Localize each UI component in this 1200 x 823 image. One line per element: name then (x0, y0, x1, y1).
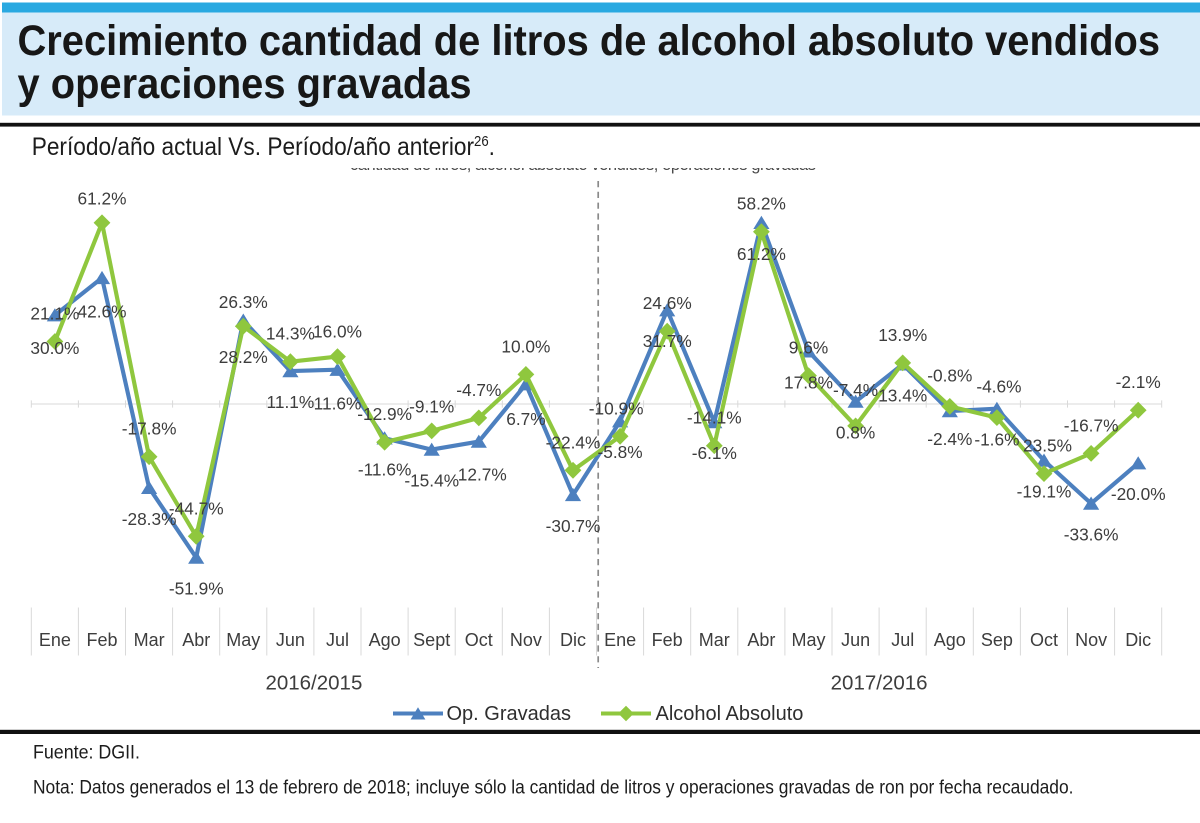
svg-text:Sept: Sept (413, 630, 450, 650)
svg-text:13.9%: 13.9% (878, 325, 927, 345)
svg-text:-1.6%: -1.6% (974, 430, 1019, 450)
svg-text:-11.6%: -11.6% (358, 459, 411, 479)
svg-text:2016/2015: 2016/2015 (265, 672, 362, 695)
svg-text:0.8%: 0.8% (836, 423, 875, 443)
svg-text:Crecimiento cantidad de litros: Crecimiento cantidad de litros de alcoho… (18, 17, 1161, 64)
svg-text:May: May (791, 630, 825, 650)
svg-text:31.7%: 31.7% (643, 331, 692, 351)
svg-text:Nov: Nov (510, 630, 542, 650)
svg-text:11.6%: 11.6% (314, 394, 362, 414)
svg-text:28.2%: 28.2% (219, 347, 268, 367)
svg-text:-2.4%: -2.4% (927, 429, 972, 449)
svg-text:Jun: Jun (276, 630, 305, 650)
svg-text:Fuente: DGII.: Fuente: DGII. (33, 741, 140, 763)
svg-text:30.0%: 30.0% (30, 338, 79, 358)
svg-text:Dic: Dic (560, 630, 586, 650)
svg-text:Nota: Datos generados el 13 de: Nota: Datos generados el 13 de febrero d… (33, 777, 1073, 798)
svg-text:-4.7%: -4.7% (456, 380, 501, 400)
svg-text:-7.4%: -7.4% (833, 380, 878, 400)
svg-text:-0.8%: -0.8% (927, 365, 972, 385)
svg-text:23.5%: 23.5% (1023, 436, 1072, 456)
svg-text:-28.3%: -28.3% (122, 509, 177, 529)
svg-text:9.6%: 9.6% (789, 338, 828, 358)
svg-text:6.7%: 6.7% (506, 409, 545, 429)
svg-text:-20.0%: -20.0% (1111, 484, 1166, 504)
svg-text:Sep: Sep (981, 630, 1013, 650)
svg-text:Ago: Ago (369, 630, 401, 650)
svg-text:-44.7%: -44.7% (169, 498, 224, 518)
svg-text:Abr: Abr (182, 630, 210, 650)
svg-text:26.3%: 26.3% (219, 292, 268, 312)
svg-text:Abr: Abr (747, 630, 775, 650)
svg-text:-19.1%: -19.1% (1017, 482, 1072, 502)
svg-text:16.0%: 16.0% (313, 322, 362, 342)
svg-text:May: May (226, 630, 260, 650)
svg-text:58.2%: 58.2% (737, 194, 786, 214)
svg-text:-22.4%: -22.4% (546, 432, 601, 452)
svg-text:14.3%: 14.3% (266, 324, 315, 344)
svg-text:-5.8%: -5.8% (598, 442, 643, 462)
svg-text:-14.1%: -14.1% (687, 408, 742, 428)
svg-text:42.6%: 42.6% (77, 302, 126, 322)
svg-text:cantidad de litros, alcohol ab: cantidad de litros, alcohol absoluto ven… (350, 156, 816, 174)
svg-text:-30.7%: -30.7% (546, 516, 601, 536)
svg-text:61.2%: 61.2% (737, 244, 786, 264)
svg-text:Mar: Mar (134, 630, 165, 650)
svg-text:12.7%: 12.7% (458, 465, 507, 485)
svg-text:-12.9%: -12.9% (357, 404, 412, 424)
svg-text:11.1%: 11.1% (267, 392, 315, 412)
svg-text:2017/2016: 2017/2016 (831, 672, 928, 695)
svg-text:61.2%: 61.2% (77, 189, 126, 209)
svg-text:-9.1%: -9.1% (409, 397, 454, 417)
svg-text:-33.6%: -33.6% (1064, 525, 1119, 545)
svg-text:Oct: Oct (465, 630, 493, 650)
svg-text:Op. Gravadas: Op. Gravadas (447, 703, 572, 725)
svg-text:-16.7%: -16.7% (1064, 415, 1119, 435)
svg-text:-2.1%: -2.1% (1116, 372, 1161, 392)
svg-text:Feb: Feb (86, 630, 117, 650)
svg-text:Nov: Nov (1075, 630, 1107, 650)
svg-text:13.4%: 13.4% (878, 385, 927, 405)
svg-text:17.8%: 17.8% (784, 372, 833, 392)
svg-text:-17.8%: -17.8% (122, 419, 177, 439)
svg-text:-51.9%: -51.9% (169, 579, 224, 599)
svg-text:10.0%: 10.0% (501, 336, 550, 356)
svg-text:-4.6%: -4.6% (976, 377, 1021, 397)
svg-text:Mar: Mar (699, 630, 730, 650)
svg-text:Jul: Jul (891, 630, 914, 650)
svg-text:24.6%: 24.6% (643, 293, 692, 313)
svg-text:Dic: Dic (1125, 630, 1151, 650)
svg-text:y operaciones gravadas: y operaciones gravadas (18, 60, 472, 107)
svg-text:Ene: Ene (604, 630, 636, 650)
svg-text:Oct: Oct (1030, 630, 1058, 650)
svg-text:-15.4%: -15.4% (404, 471, 459, 491)
svg-text:Período/año actual Vs. Período: Período/año actual Vs. Período/año anter… (32, 132, 495, 161)
svg-text:-10.9%: -10.9% (589, 398, 644, 418)
svg-text:Jun: Jun (841, 630, 870, 650)
svg-text:-6.1%: -6.1% (692, 443, 737, 463)
svg-text:21.1%: 21.1% (30, 304, 79, 324)
svg-text:Jul: Jul (326, 630, 349, 650)
svg-text:Ene: Ene (39, 630, 71, 650)
svg-text:Alcohol Absoluto: Alcohol Absoluto (656, 703, 804, 725)
svg-text:Ago: Ago (934, 630, 966, 650)
svg-text:Feb: Feb (652, 630, 683, 650)
